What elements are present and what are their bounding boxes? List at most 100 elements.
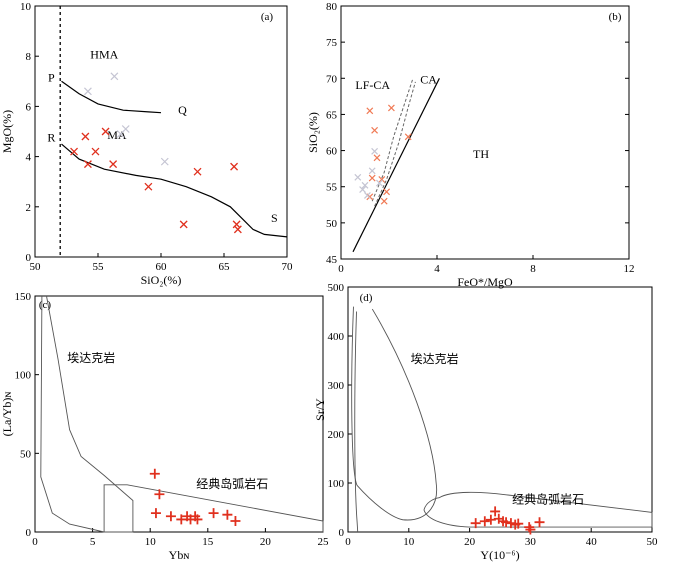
data-point: [380, 197, 388, 205]
x-tick-label: 5: [90, 536, 96, 548]
x-tick-label: 8: [530, 263, 536, 275]
data-point: [366, 107, 374, 115]
data-point: [404, 133, 412, 141]
plot-frame: [347, 286, 653, 533]
y-tick-label: 75: [326, 37, 338, 49]
panel-label: (d): [360, 292, 373, 304]
panel-c: 0 5 10 15 20 25 0 50 100 150 Ybɴ (La/Yb)ɴ (c) 埃达克岩经典岛…: [0, 291, 329, 562]
data-point: [534, 517, 545, 528]
data-point: [110, 72, 119, 81]
data-point: [192, 514, 203, 525]
data-point: [230, 162, 239, 171]
data-point: [232, 220, 241, 229]
data-point: [176, 514, 187, 525]
y-tick-label: 2: [26, 202, 32, 214]
data-point: [233, 225, 242, 234]
data-point: [368, 167, 376, 175]
data-point: [490, 506, 501, 517]
data-point: [354, 173, 362, 181]
arc-field: [103, 484, 324, 532]
data-point: [116, 130, 125, 138]
x-tick-label: 0: [338, 263, 344, 275]
y-tick-label: 300: [328, 380, 345, 392]
data-point: [363, 191, 371, 199]
y-tick-label: 70: [326, 73, 338, 85]
data-point: [109, 160, 118, 169]
adakite-field: [40, 295, 134, 533]
y-tick-label: 0: [339, 527, 345, 539]
data-point: [513, 518, 524, 529]
adakite-field-inner: [354, 311, 359, 533]
y-tick-label: 45: [326, 254, 338, 266]
data-point: [371, 126, 379, 134]
x-tick-label: 10: [145, 536, 157, 548]
x-tick-label: 30: [525, 536, 537, 548]
data-point: [179, 220, 188, 229]
ca-th-boundary: [352, 78, 440, 253]
y-tick-label: 10: [20, 1, 32, 13]
field-label: LF-CA: [355, 78, 390, 92]
x-tick-label: 0: [32, 536, 38, 548]
x-tick-label: 60: [156, 261, 168, 273]
y-tick-label: 8: [26, 51, 32, 63]
data-point: [359, 186, 367, 194]
y-tick-label: 55: [326, 182, 338, 194]
panel-label: (b): [609, 11, 622, 23]
field-label: MA: [107, 128, 127, 142]
region-label: 经典岛弧岩石: [512, 492, 584, 507]
data-point: [149, 468, 160, 479]
x-axis-label: Ybɴ: [169, 548, 190, 562]
data-point: [154, 489, 165, 500]
data-point: [479, 516, 490, 527]
data-point: [193, 167, 202, 176]
panel-label: (a): [261, 11, 274, 23]
field-label: HMA: [90, 48, 118, 62]
field-label: S: [271, 211, 278, 225]
data-point: [91, 147, 100, 156]
data-point: [383, 188, 391, 196]
y-tick-label: 150: [15, 291, 32, 303]
y-tick-label: 500: [328, 282, 345, 294]
boundary-curve-1: [61, 143, 288, 238]
plot-frame: [340, 5, 630, 260]
data-point: [361, 181, 369, 189]
x-tick-label: 25: [318, 536, 330, 548]
panel-b: 0 4 8 12 45 50 55 60 65 70 75 80 FeO*/MgO SiO₂(%) (b) L…: [306, 1, 635, 289]
data-point: [525, 524, 536, 535]
y-axis-label: (La/Yb)ɴ: [0, 392, 14, 437]
data-point: [160, 157, 169, 166]
x-tick-label: 20: [464, 536, 476, 548]
data-point: [373, 154, 381, 162]
data-point: [371, 147, 379, 155]
data-point: [165, 511, 176, 522]
data-point: [144, 182, 153, 191]
field-label: P: [48, 70, 55, 84]
data-point: [230, 515, 241, 526]
field-label: Q: [178, 103, 187, 117]
region-label: 经典岛弧岩石: [196, 476, 268, 491]
y-tick-label: 400: [328, 331, 345, 343]
plot-frame: [34, 295, 324, 533]
x-tick-label: 0: [345, 536, 351, 548]
arc-field: [423, 491, 653, 528]
data-point: [81, 132, 90, 141]
data-point: [150, 508, 161, 519]
field-label: R: [47, 131, 55, 145]
x-tick-label: 15: [202, 536, 214, 548]
x-axis-label: SiO₂(%): [141, 273, 182, 287]
data-point: [101, 127, 110, 136]
data-point: [524, 522, 535, 533]
field-label: CA: [420, 72, 437, 86]
data-point: [470, 518, 481, 529]
boundary-curve-0: [61, 80, 162, 114]
data-point: [208, 508, 219, 519]
field-label: TH: [473, 147, 489, 161]
lf-ca-boundary-2: [374, 81, 416, 207]
y-axis-label: Sr/Y: [313, 398, 327, 421]
x-tick-label: 20: [260, 536, 272, 548]
data-point: [83, 87, 92, 96]
x-tick-label: 4: [434, 263, 440, 275]
data-point: [368, 174, 376, 182]
x-tick-label: 70: [282, 261, 294, 273]
